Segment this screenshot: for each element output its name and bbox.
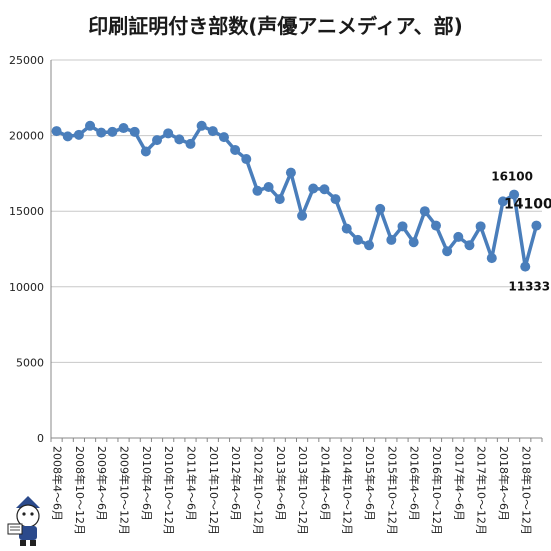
- x-tick-label: 2014年10～12月: [341, 446, 355, 535]
- x-tick-label: 2011年4～6月: [184, 446, 198, 521]
- x-tick-label: 2010年4～6月: [140, 446, 154, 521]
- data-point: [252, 185, 263, 196]
- data-point: [163, 128, 174, 139]
- x-tick-label: 2018年4～6月: [497, 446, 511, 521]
- x-tick-label: 2008年4～6月: [51, 446, 65, 521]
- x-tick-label: 2014年4～6月: [318, 446, 332, 521]
- data-point: [107, 126, 118, 137]
- x-tick-label: 2018年10～12月: [519, 446, 533, 535]
- data-point: [118, 123, 129, 134]
- data-point: [319, 184, 330, 195]
- gridlines: [51, 59, 542, 363]
- data-point: [497, 196, 508, 207]
- cartoon-mascot-icon: [7, 496, 40, 546]
- data-point: [297, 210, 308, 221]
- data-point: [330, 194, 341, 205]
- data-label: 14100: [504, 197, 551, 213]
- data-point: [520, 261, 531, 272]
- y-tick-label: 15000: [9, 205, 44, 218]
- data-point: [486, 253, 497, 264]
- data-point: [442, 246, 453, 257]
- data-point: [341, 223, 352, 234]
- data-point: [453, 231, 464, 242]
- data-point: [196, 120, 207, 131]
- y-tick-label: 0: [37, 432, 44, 445]
- series-points: [51, 120, 542, 272]
- x-axis-ticks: 2008年4～6月 2008年10～12月 2009年4～6月 2009年10～12月…: [51, 446, 534, 535]
- data-point: [96, 127, 107, 138]
- x-tick-label: 2011年10～12月: [207, 446, 221, 535]
- data-point: [85, 120, 96, 131]
- data-point: [241, 154, 252, 165]
- y-tick-label: 20000: [9, 130, 44, 143]
- data-point: [73, 129, 84, 140]
- data-point: [464, 240, 475, 251]
- data-point: [62, 131, 73, 142]
- x-tick-label: 2013年4～6月: [274, 446, 288, 521]
- data-point: [218, 132, 229, 143]
- data-point: [397, 221, 408, 232]
- data-point: [509, 189, 520, 200]
- data-label: 11333: [508, 280, 550, 294]
- y-tick-label: 25000: [9, 54, 44, 67]
- data-point: [51, 126, 62, 137]
- axes: [50, 60, 543, 442]
- x-tick-label: 2009年4～6月: [95, 446, 109, 521]
- data-point: [364, 240, 375, 251]
- x-tick-label: 2017年4～6月: [452, 446, 466, 521]
- data-point: [207, 126, 218, 137]
- data-point: [430, 220, 441, 231]
- y-tick-label: 10000: [9, 281, 44, 294]
- data-point: [129, 126, 140, 137]
- series-line-path: [55, 124, 539, 269]
- x-tick-label: 2010年10～12月: [162, 446, 176, 535]
- y-axis-ticks: 0 5000 10000 15000 20000 25000: [9, 54, 44, 445]
- data-point: [408, 237, 419, 248]
- data-point: [230, 144, 241, 155]
- x-tick-label: 2016年10～12月: [430, 446, 444, 535]
- data-point: [140, 146, 151, 157]
- x-tick-label: 2012年10～12月: [251, 446, 265, 535]
- data-labels: 16100 11333 14100: [491, 170, 551, 294]
- y-tick-label: 5000: [16, 356, 44, 369]
- x-tick-label: 2015年10～12月: [385, 446, 399, 535]
- data-point: [531, 220, 542, 231]
- data-point: [475, 221, 486, 232]
- data-point: [274, 194, 285, 205]
- data-point: [174, 134, 185, 145]
- x-tick-label: 2009年10～12月: [118, 446, 132, 535]
- data-point: [185, 138, 196, 149]
- chart-title: 印刷証明付き部数(声優アニメディア、部): [88, 14, 463, 38]
- series-line: [55, 124, 539, 269]
- x-tick-label: 2015年4～6月: [363, 446, 377, 521]
- data-point: [152, 135, 163, 146]
- x-tick-label: 2016年4～6月: [408, 446, 422, 521]
- x-tick-label: 2008年10～12月: [73, 446, 87, 535]
- data-point: [386, 234, 397, 245]
- x-tick-label: 2012年4～6月: [229, 446, 243, 521]
- x-tick-label: 2013年10～12月: [296, 446, 310, 535]
- data-point: [419, 206, 430, 217]
- data-point: [352, 234, 363, 245]
- data-point: [375, 203, 386, 214]
- data-point: [263, 182, 274, 193]
- data-label: 16100: [491, 170, 533, 184]
- data-point: [285, 167, 296, 178]
- data-point: [308, 183, 319, 194]
- x-tick-label: 2017年10～12月: [475, 446, 489, 535]
